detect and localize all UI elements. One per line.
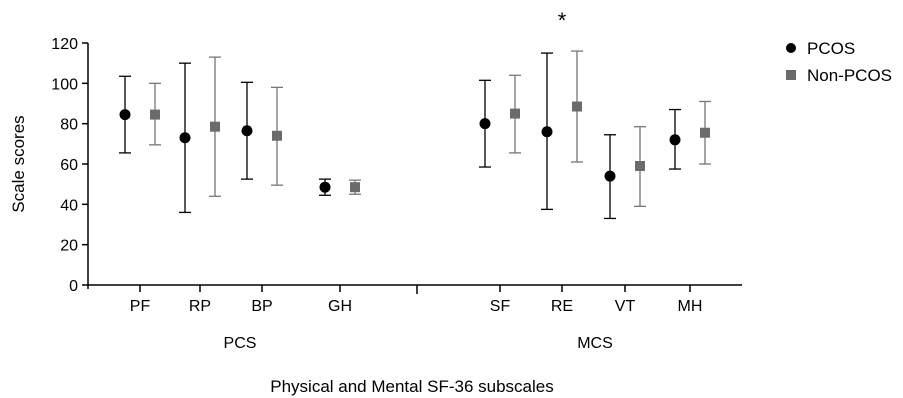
legend: PCOS Non-PCOS	[786, 39, 892, 85]
y-tick-label: 0	[69, 278, 78, 295]
legend-marker-pcos	[786, 43, 796, 53]
data-point-non-pcos	[210, 121, 220, 132]
x-tick-label: SF	[490, 298, 511, 315]
legend-marker-non-pcos	[786, 70, 796, 80]
y-tick-label: 100	[51, 76, 78, 93]
axes	[82, 42, 742, 294]
data-point-non-pcos	[510, 108, 520, 119]
data-point-pcos	[319, 181, 331, 193]
x-tick-label: RP	[189, 298, 211, 315]
group-label: PCS	[224, 335, 257, 352]
y-tick-label: 60	[60, 157, 78, 174]
data-point-pcos	[179, 132, 191, 144]
x-tick-label: MH	[678, 298, 703, 315]
x-tick-label: BP	[251, 298, 272, 315]
group-label: MCS	[577, 335, 613, 352]
tick-labels: 0 20 40 60 80 100 120 PF RP BP GH SF RE VT MH PCS MCS *	[51, 8, 702, 352]
x-tick-label: GH	[328, 298, 352, 315]
data-point-pcos	[604, 170, 616, 182]
data-point-non-pcos	[150, 109, 160, 120]
legend-label: PCOS	[807, 39, 855, 58]
significance-asterisk: *	[558, 8, 567, 33]
x-axis-title: Physical and Mental SF-36 subscales	[270, 377, 553, 396]
y-axis-title: Scale scores	[9, 115, 28, 212]
data-markers	[119, 101, 710, 193]
x-tick-label: PF	[130, 298, 151, 315]
data-point-non-pcos	[350, 182, 360, 193]
y-tick-label: 40	[60, 197, 78, 214]
data-point-non-pcos	[272, 130, 282, 141]
y-tick-label: 20	[60, 238, 78, 255]
y-tick-label: 120	[51, 36, 78, 53]
data-point-pcos	[241, 125, 253, 137]
data-point-pcos	[119, 109, 131, 121]
x-tick-label: VT	[615, 298, 636, 315]
error-bars	[119, 50, 711, 220]
data-point-pcos	[669, 134, 681, 146]
data-point-non-pcos	[635, 161, 645, 172]
legend-label: Non-PCOS	[807, 66, 892, 85]
data-point-non-pcos	[572, 101, 582, 112]
data-point-pcos	[541, 126, 553, 138]
x-tick-label: RE	[551, 298, 573, 315]
data-point-non-pcos	[700, 127, 710, 138]
y-tick-label: 80	[60, 117, 78, 134]
data-point-pcos	[479, 118, 491, 130]
